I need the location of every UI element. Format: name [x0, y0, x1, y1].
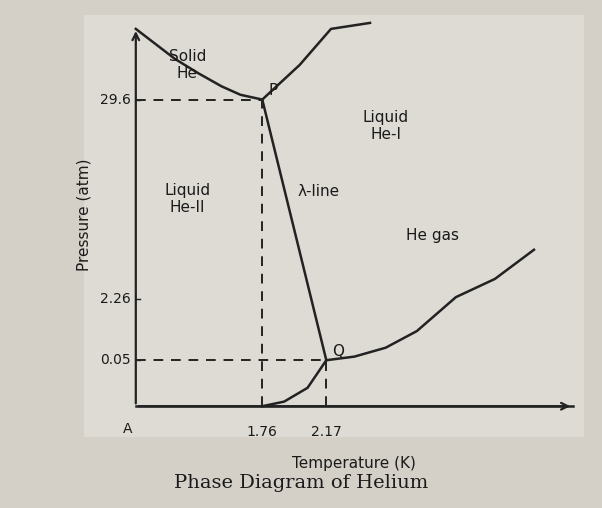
Text: 0.05: 0.05 — [101, 353, 131, 367]
Text: Q: Q — [332, 343, 344, 359]
Text: Temperature (K): Temperature (K) — [293, 456, 417, 471]
Text: Solid
He: Solid He — [169, 49, 206, 81]
Text: Phase Diagram of Helium: Phase Diagram of Helium — [174, 473, 428, 492]
Text: He gas: He gas — [406, 228, 459, 243]
Text: Pressure (atm): Pressure (atm) — [77, 158, 92, 271]
Text: Liquid
He-I: Liquid He-I — [362, 110, 409, 142]
Text: 29.6: 29.6 — [101, 92, 131, 107]
Text: 2.17: 2.17 — [311, 425, 342, 439]
Text: λ-line: λ-line — [297, 184, 340, 199]
Text: A: A — [123, 422, 132, 435]
Text: P: P — [268, 83, 278, 98]
Text: Liquid
He-II: Liquid He-II — [164, 182, 210, 215]
Text: 2.26: 2.26 — [101, 292, 131, 306]
Text: 1.76: 1.76 — [247, 425, 278, 439]
